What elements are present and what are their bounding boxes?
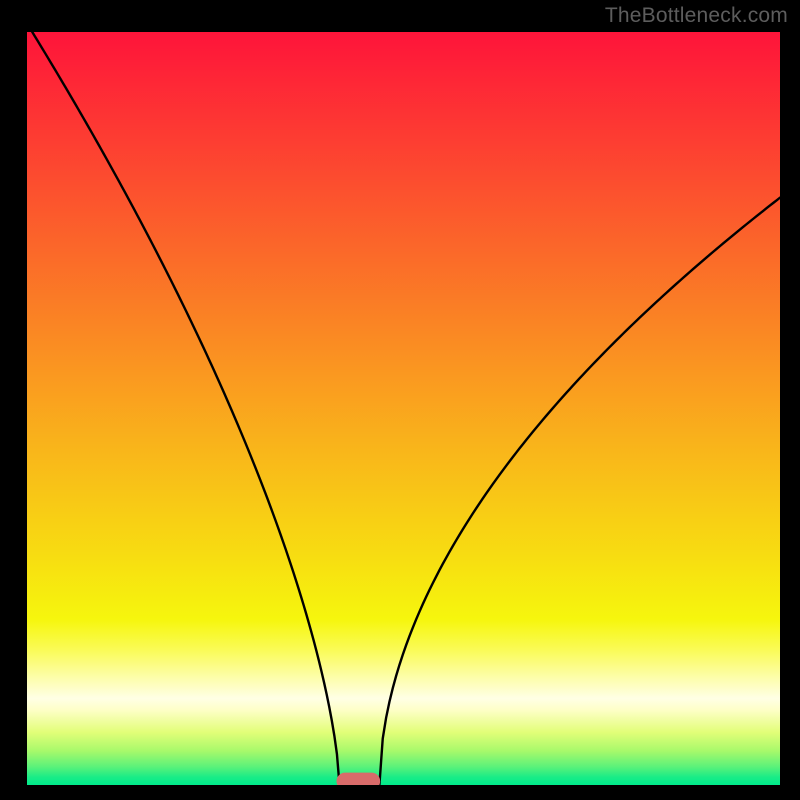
chart-frame: TheBottleneck.com — [0, 0, 800, 800]
valley-marker — [336, 773, 380, 785]
chart-background — [27, 32, 780, 785]
chart-svg — [27, 32, 780, 785]
watermark-text: TheBottleneck.com — [605, 4, 788, 28]
plot-area — [27, 32, 780, 785]
